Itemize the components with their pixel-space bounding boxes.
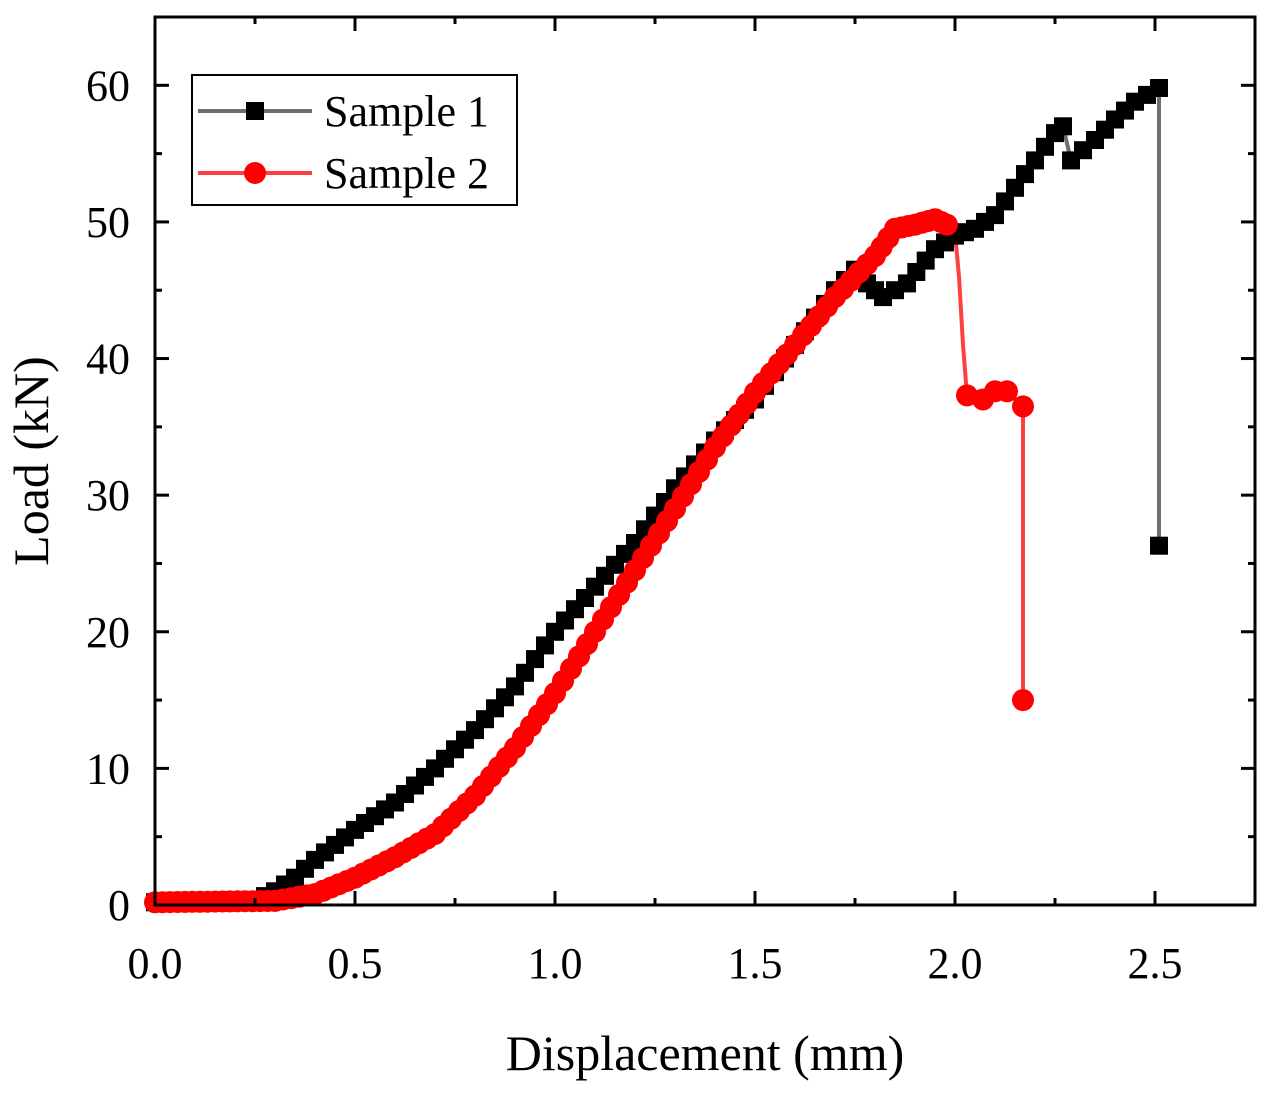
legend-box — [191, 74, 518, 206]
data-point-sample-1 — [1026, 151, 1044, 170]
data-point-sample-1 — [1016, 165, 1034, 184]
data-point-sample-2 — [996, 380, 1018, 403]
x-tick-label: 2.0 — [928, 939, 983, 988]
legend-label-sample-1: Sample 1 — [324, 87, 489, 136]
data-point-sample-2 — [936, 213, 958, 236]
legend-label-sample-2: Sample 2 — [324, 149, 489, 198]
data-point-sample-2 — [1012, 395, 1034, 418]
series-line-sample-2 — [154, 217, 1025, 905]
legend-marker-sample-2 — [244, 162, 266, 184]
y-tick-label: 20 — [86, 608, 130, 657]
data-point-sample-1 — [1150, 79, 1168, 97]
data-point-sample-1 — [506, 677, 524, 696]
data-point-sample-1 — [1036, 137, 1054, 156]
y-axis-title: Load (kN) — [3, 356, 59, 566]
data-point-sample-2 — [1012, 689, 1034, 712]
y-tick-label: 10 — [86, 744, 130, 793]
x-tick-label: 0.5 — [328, 939, 383, 988]
data-point-sample-1 — [526, 650, 544, 669]
series-markers — [144, 79, 1168, 914]
data-point-sample-1 — [516, 663, 534, 682]
legend-marker-sample-1 — [246, 102, 264, 120]
data-point-sample-1 — [536, 636, 554, 655]
tick-labels: 0.0 0.5 1.0 1.5 2.0 2.5 0 10 20 30 40 50 60 — [86, 61, 1183, 988]
x-tick-label: 1.0 — [528, 939, 583, 988]
y-tick-label: 50 — [86, 198, 130, 247]
y-tick-label: 30 — [86, 471, 130, 520]
x-tick-label: 0.0 — [128, 939, 183, 988]
data-point-sample-1 — [996, 192, 1014, 211]
data-point-sample-1 — [1150, 536, 1168, 555]
data-point-sample-1 — [1006, 178, 1024, 197]
x-tick-label: 2.5 — [1128, 939, 1183, 988]
legend: Sample 1 Sample 2 — [191, 74, 518, 206]
x-axis-title: Displacement (mm) — [506, 1025, 905, 1081]
data-point-sample-1 — [626, 534, 644, 552]
x-tick-label: 1.5 — [728, 939, 783, 988]
y-tick-label: 40 — [86, 335, 130, 384]
data-point-sample-1 — [1054, 117, 1072, 136]
data-point-sample-1 — [986, 206, 1004, 225]
y-tick-label: 0 — [108, 881, 130, 930]
axis-ticks — [153, 17, 1255, 907]
plot-frame — [153, 15, 1257, 907]
y-tick-label: 60 — [86, 61, 130, 110]
